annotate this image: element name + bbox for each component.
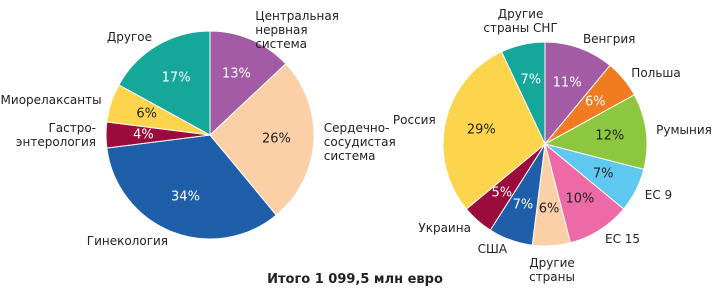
pie-slice <box>544 41 611 146</box>
category-label: Венгрия <box>582 31 636 46</box>
pie-slice <box>209 30 287 137</box>
category-label: Румыния <box>656 122 712 137</box>
category-label: США <box>477 242 508 257</box>
value-label: 17% <box>161 70 191 86</box>
value-label: 6% <box>538 201 560 217</box>
value-label: 10% <box>565 191 595 207</box>
category-label: Другие страны СНГ <box>483 6 558 35</box>
pie-slice <box>442 51 546 210</box>
category-label: Другое <box>106 29 152 44</box>
value-label: 7% <box>592 166 614 182</box>
category-label: Польша <box>631 65 681 80</box>
value-label: 5% <box>491 185 513 201</box>
category-label: Сердечно- сосудистая система <box>323 121 396 164</box>
value-label: 7% <box>520 72 542 88</box>
footer: Итого 1 099,5 млн евро <box>267 272 443 287</box>
category-label: Гастро- энтерология <box>15 121 96 149</box>
value-label: 29% <box>466 122 496 138</box>
value-label: 6% <box>136 106 157 122</box>
category-label: Украина <box>418 221 471 235</box>
pie-slice <box>118 30 211 136</box>
category-label: Другие страны <box>529 255 575 284</box>
pie-slice <box>500 41 546 145</box>
value-label: 6% <box>584 94 606 110</box>
value-label: 34% <box>171 189 200 205</box>
category-label: ЕС 15 <box>605 231 641 246</box>
value-label: 7% <box>512 197 534 213</box>
value-label: 4% <box>133 127 154 143</box>
category-label: Центральная нервная система <box>255 9 339 52</box>
category-label: Россия <box>392 112 436 127</box>
value-label: 11% <box>552 75 582 91</box>
value-label: 26% <box>261 131 291 147</box>
category-label: Миорелаксанты <box>0 92 102 107</box>
pie-slice <box>543 94 648 170</box>
pie-slice <box>106 134 277 240</box>
value-label: 13% <box>221 66 251 82</box>
category-label: Гинекология <box>86 233 169 248</box>
pie-slice <box>209 63 315 216</box>
category-label: ЕС 9 <box>644 187 673 202</box>
value-label: 12% <box>595 128 625 144</box>
